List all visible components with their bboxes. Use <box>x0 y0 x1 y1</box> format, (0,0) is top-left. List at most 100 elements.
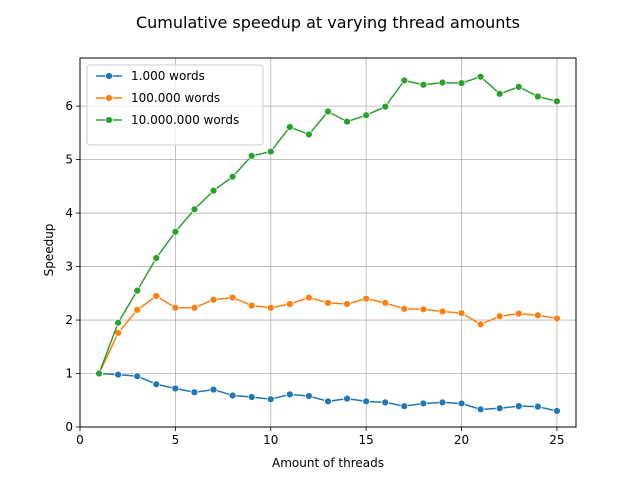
y-tick-label: 3 <box>65 260 73 274</box>
x-tick-label: 15 <box>359 433 374 447</box>
data-point <box>266 147 275 156</box>
data-point <box>343 117 351 126</box>
data-point <box>457 399 466 408</box>
data-point <box>266 303 275 312</box>
data-point <box>209 186 218 195</box>
data-point <box>247 393 256 401</box>
legend-label: 100.000 words <box>131 91 220 105</box>
data-point <box>209 295 218 304</box>
data-point <box>171 303 180 312</box>
data-point <box>95 369 103 378</box>
data-point <box>362 397 371 406</box>
axis-ticks: 0 5 10 15 20 25 0 1 2 3 4 5 6 <box>65 99 564 447</box>
data-point <box>381 102 390 111</box>
data-point <box>533 92 542 101</box>
data-point <box>285 300 294 308</box>
x-tick-label: 0 <box>76 433 84 447</box>
data-point <box>514 402 523 411</box>
legend-marker <box>105 116 113 124</box>
data-point <box>495 89 504 98</box>
data-point <box>152 254 161 262</box>
data-point <box>114 370 123 379</box>
x-tick-label: 10 <box>263 433 278 447</box>
data-point <box>152 380 161 389</box>
legend-marker <box>105 94 113 102</box>
data-point <box>419 399 428 408</box>
legend-item: 10.000.000 words <box>96 113 239 127</box>
legend: 1.000 words 100.000 words 10.000.000 words <box>86 64 264 146</box>
y-tick-label: 0 <box>65 420 73 434</box>
data-point <box>114 318 123 327</box>
data-point <box>438 78 447 87</box>
data-point <box>324 299 332 307</box>
data-point <box>247 301 256 310</box>
y-tick-label: 5 <box>65 153 73 167</box>
data-point <box>190 205 199 214</box>
data-point <box>419 305 428 314</box>
data-point <box>171 384 180 393</box>
data-point <box>419 80 428 89</box>
series-3 <box>95 72 561 378</box>
y-tick-label: 2 <box>65 313 73 327</box>
data-point <box>476 72 485 81</box>
data-point <box>305 293 313 302</box>
chart-title: Cumulative speedup at varying thread amo… <box>136 13 520 32</box>
data-point <box>190 303 199 312</box>
x-tick-label: 20 <box>454 433 469 447</box>
data-point <box>247 151 256 160</box>
data-point <box>266 395 275 404</box>
data-point <box>152 292 161 300</box>
y-axis-title: Speedup <box>42 224 56 277</box>
data-point <box>476 320 485 329</box>
data-point <box>228 391 237 400</box>
data-point <box>457 309 466 317</box>
y-tick-label: 1 <box>65 367 73 381</box>
data-point <box>305 392 313 400</box>
series-2 <box>95 292 561 378</box>
data-point <box>343 394 351 403</box>
data-point <box>495 404 504 413</box>
x-tick-label: 5 <box>172 433 180 447</box>
data-point <box>285 390 294 399</box>
series-layer <box>95 72 561 415</box>
legend-label: 1.000 words <box>131 69 205 83</box>
data-point <box>305 130 313 139</box>
series-1 <box>95 369 561 415</box>
data-point <box>190 388 199 397</box>
data-point <box>553 97 561 106</box>
data-point <box>438 307 447 316</box>
x-axis-title: Amount of threads <box>272 456 384 470</box>
grid-lines <box>79 58 576 428</box>
data-point <box>133 372 142 381</box>
data-point <box>495 312 504 321</box>
data-point <box>133 286 142 295</box>
data-point <box>438 398 447 407</box>
legend-item: 1.000 words <box>96 69 205 83</box>
data-point <box>209 385 218 394</box>
data-point <box>324 107 332 116</box>
plot-frame <box>79 57 577 428</box>
legend-item: 100.000 words <box>96 91 220 105</box>
y-tick-label: 6 <box>65 99 73 113</box>
data-point <box>362 294 371 303</box>
data-point <box>285 123 294 131</box>
data-point <box>381 398 390 407</box>
data-point <box>171 227 180 236</box>
data-point <box>381 299 390 307</box>
data-point <box>228 172 237 181</box>
data-point <box>457 79 466 88</box>
data-point <box>324 397 332 406</box>
legend-marker <box>105 72 113 80</box>
data-point <box>514 83 523 91</box>
data-point <box>514 309 523 318</box>
data-point <box>553 407 561 415</box>
data-point <box>228 293 237 302</box>
data-point <box>343 300 351 308</box>
x-tick-label: 25 <box>549 433 564 447</box>
data-point <box>362 111 371 120</box>
data-point <box>553 314 561 323</box>
legend-label: 10.000.000 words <box>131 113 239 127</box>
data-point <box>533 402 542 411</box>
data-point <box>400 402 409 411</box>
